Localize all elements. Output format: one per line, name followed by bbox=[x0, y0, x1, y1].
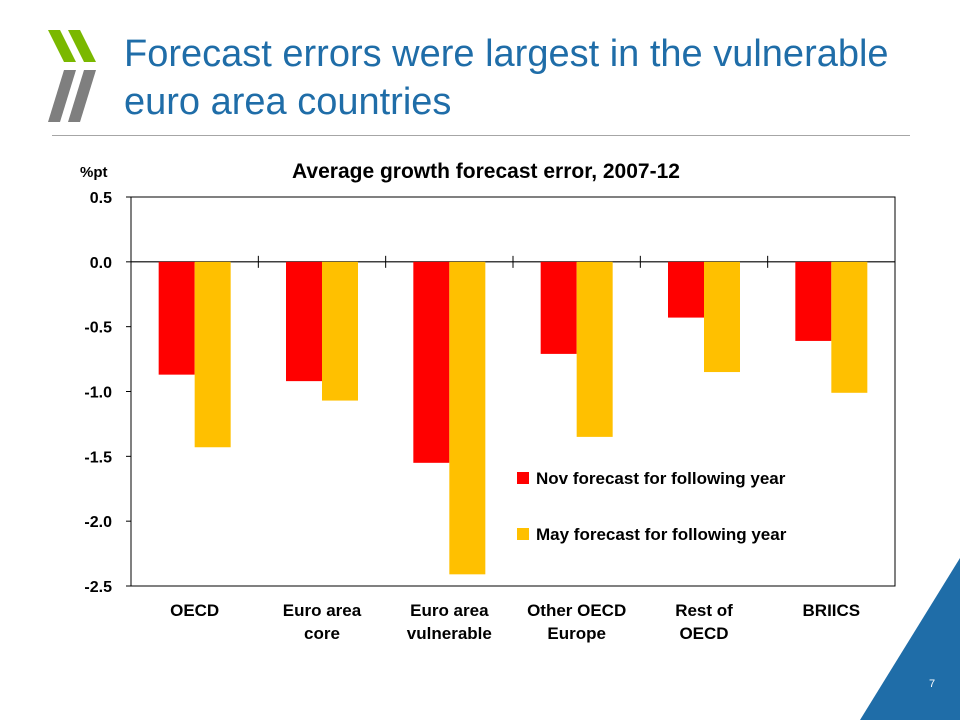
y-tick-label: -0.5 bbox=[84, 320, 112, 337]
y-axis-unit-label: %pt bbox=[80, 164, 108, 181]
bar-nov-4 bbox=[668, 261, 704, 318]
x-category-label: Rest of bbox=[675, 601, 733, 620]
logo-chevron-lower-right bbox=[68, 70, 96, 122]
title-divider bbox=[52, 135, 910, 136]
chart-title: Average growth forecast error, 2007-12 bbox=[292, 160, 680, 183]
bar-may-4 bbox=[704, 261, 740, 373]
bar-may-3 bbox=[576, 261, 613, 437]
logo-chevron-upper-left bbox=[48, 30, 76, 62]
x-category-label: vulnerable bbox=[407, 624, 492, 643]
x-category-label: OECD bbox=[170, 601, 219, 620]
y-tick-label: -2.0 bbox=[84, 514, 112, 531]
bar-nov-5 bbox=[795, 261, 832, 341]
slide-title: Forecast errors were largest in the vuln… bbox=[124, 33, 889, 123]
bar-may-5 bbox=[831, 261, 868, 393]
logo-chevron-upper-right bbox=[68, 30, 96, 62]
legend-label-nov: Nov forecast for following year bbox=[536, 469, 786, 488]
y-tick-label: -1.0 bbox=[84, 385, 112, 402]
x-category-label: core bbox=[304, 624, 340, 643]
legend-swatch-may bbox=[517, 528, 529, 540]
bar-nov-0 bbox=[158, 261, 195, 375]
legend-swatch-nov bbox=[517, 472, 529, 484]
legend-label-may: May forecast for following year bbox=[536, 525, 787, 544]
x-category-label: BRIICS bbox=[803, 601, 861, 620]
oecd-logo bbox=[48, 30, 96, 122]
page-number: 7 bbox=[928, 678, 936, 690]
logo-chevron-lower-left bbox=[48, 70, 76, 122]
bar-may-0 bbox=[194, 261, 231, 448]
bar-nov-1 bbox=[286, 261, 322, 382]
y-tick-label: 0.0 bbox=[90, 255, 112, 272]
x-category-label: Europe bbox=[547, 624, 606, 643]
y-tick-label: -2.5 bbox=[84, 579, 112, 596]
y-tick-label: 0.5 bbox=[90, 190, 112, 207]
y-tick-label: -1.5 bbox=[84, 449, 112, 466]
bar-nov-2 bbox=[413, 261, 450, 463]
x-category-label: Euro area bbox=[410, 601, 489, 620]
x-category-label: Other OECD bbox=[527, 601, 626, 620]
x-category-label: OECD bbox=[679, 624, 728, 643]
x-category-label: Euro area bbox=[283, 601, 362, 620]
bar-may-2 bbox=[449, 261, 486, 575]
bar-may-1 bbox=[322, 261, 358, 401]
bar-nov-3 bbox=[540, 261, 577, 354]
